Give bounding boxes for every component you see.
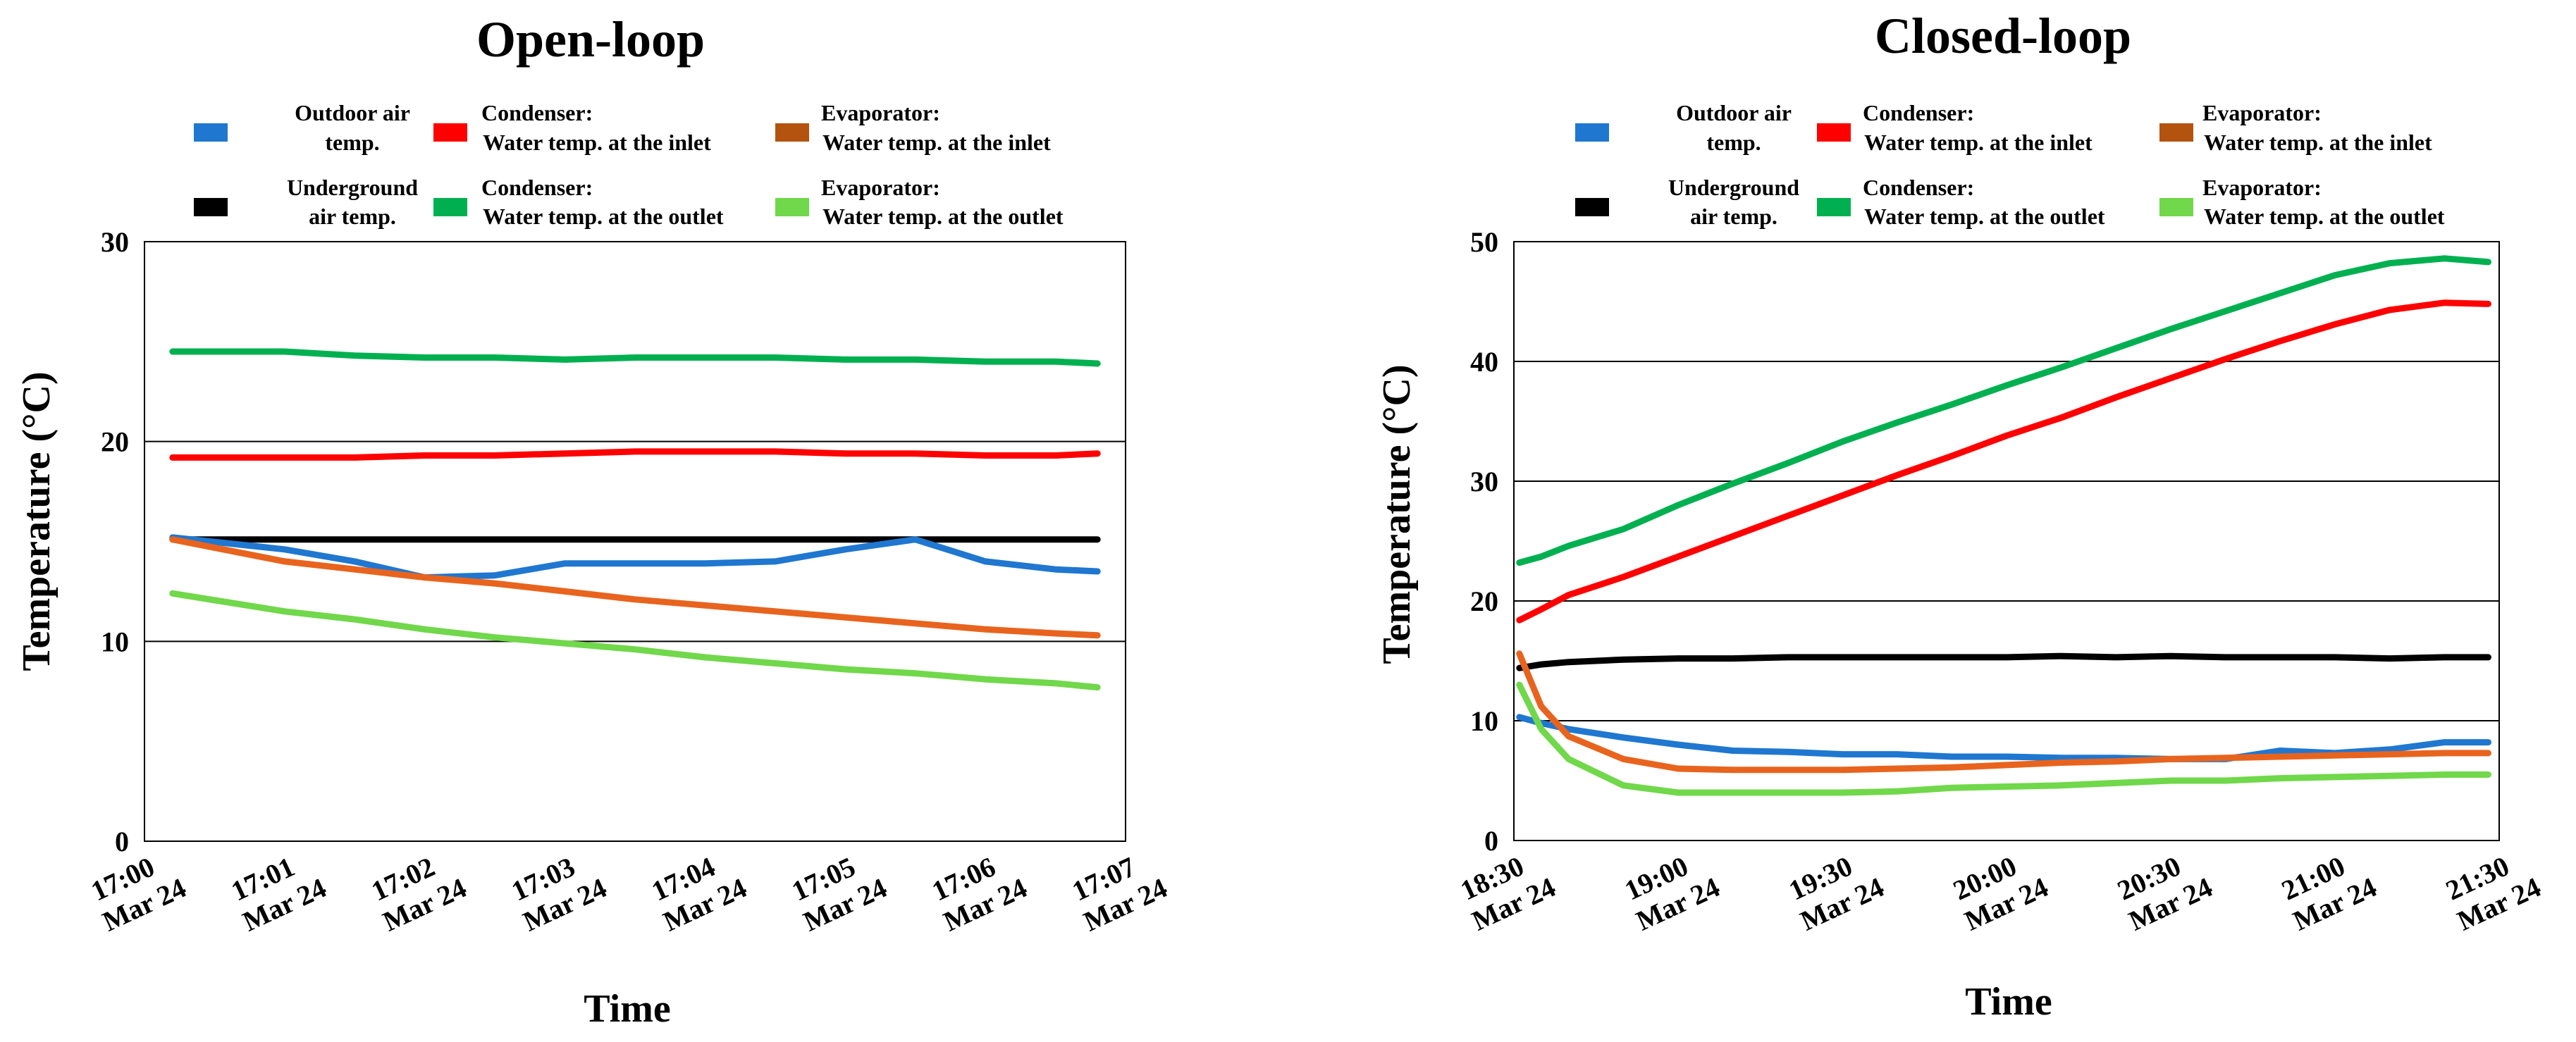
legend-item: Underground air temp. <box>194 175 418 229</box>
y-tick-label: 10 <box>1470 705 1498 737</box>
legend-swatch <box>433 123 467 142</box>
legend-label-line2: temp. <box>1706 130 1761 155</box>
legend-swatch <box>1817 198 1851 216</box>
legend-swatch <box>2159 198 2193 216</box>
legend-swatch <box>433 198 467 216</box>
legend-item: Condenser: Water temp. at the outlet <box>433 175 724 229</box>
legend-item: Evaporator: Water temp. at the inlet <box>775 100 1051 155</box>
series-line-evaporator-water-temp-at-the-outlet <box>169 590 1101 691</box>
legend-swatch <box>194 123 228 142</box>
series-line-condenser-water-temp-at-the-outlet <box>169 348 1101 367</box>
legend-swatch <box>2159 123 2193 142</box>
legend: Outdoor air temp. Condenser: Water temp. at… <box>1575 100 2445 229</box>
x-axis-title: Time <box>584 987 670 1031</box>
series-line-condenser-water-temp-at-the-inlet <box>1516 299 2491 624</box>
legend-label-line2: Water temp. at the outlet <box>483 204 724 229</box>
legend-item: Condenser: Water temp. at the outlet <box>1817 175 2105 229</box>
legend-label-line2: Water temp. at the inlet <box>1864 130 2093 155</box>
legend-label-line2: air temp. <box>1690 204 1777 229</box>
series-line-underground-air-temp <box>1516 652 2491 671</box>
y-tick-label: 20 <box>101 426 129 458</box>
y-tick-label: 50 <box>1470 226 1498 258</box>
legend-label-line1: Condenser: <box>1863 100 1974 125</box>
legend-label-line2: Water temp. at the inlet <box>483 130 711 155</box>
series-line-evaporator-water-temp-at-the-inlet <box>1516 650 2491 774</box>
legend-label-line2: Water temp. at the inlet <box>2204 130 2432 155</box>
series-line-condenser-water-temp-at-the-inlet <box>169 448 1101 461</box>
legend-label-line2: Water temp. at the outlet <box>2204 204 2445 229</box>
series-line-condenser-water-temp-at-the-outlet <box>1516 255 2491 566</box>
y-tick-label: 20 <box>1470 585 1498 617</box>
legend-swatch <box>1817 123 1851 142</box>
legend-label-line2: Water temp. at the inlet <box>822 130 1051 155</box>
y-tick-label: 0 <box>1484 825 1498 857</box>
series-line-evaporator-water-temp-at-the-outlet <box>1516 681 2491 796</box>
legend-item: Condenser: Water temp. at the inlet <box>1817 100 2093 155</box>
open-loop-panel: Open-loop Outdoor air temp. Condenser: Wate… <box>15 11 1172 1031</box>
legend-item: Outdoor air temp. <box>1575 100 1792 155</box>
legend-label-line1: Underground <box>1668 175 1799 200</box>
legend-swatch <box>775 198 809 216</box>
y-axis-title: Temperature (°C) <box>1375 364 1419 664</box>
legend-label-line1: Condenser: <box>1863 175 1974 200</box>
y-tick-label: 10 <box>101 626 129 657</box>
legend-item: Evaporator: Water temp. at the outlet <box>2159 175 2445 229</box>
y-tick-label: 30 <box>101 226 129 258</box>
y-axis-title: Temperature (°C) <box>15 371 58 671</box>
y-tick-label: 30 <box>1470 466 1498 497</box>
legend-label-line2: temp. <box>325 130 379 155</box>
series-line-outdoor-air-temp <box>169 534 1101 581</box>
y-tick-label: 40 <box>1470 346 1498 378</box>
legend-label-line1: Condenser: <box>481 100 593 125</box>
legend-item: Evaporator: Water temp. at the inlet <box>2159 100 2432 155</box>
legend-label-line2: air temp. <box>309 204 396 229</box>
legend-label-line1: Evaporator: <box>2202 175 2322 200</box>
legend-swatch <box>194 198 228 216</box>
legend-swatch <box>775 123 809 142</box>
legend-swatch <box>1575 198 1609 216</box>
chart-title: Closed-loop <box>1875 8 2131 64</box>
legend-label-line1: Evaporator: <box>821 100 940 125</box>
legend-label-line2: Water temp. at the outlet <box>822 204 1064 229</box>
legend-label-line1: Outdoor air <box>295 100 410 125</box>
legend-label-line1: Underground <box>287 175 418 200</box>
legend-label-line1: Evaporator: <box>2202 100 2322 125</box>
legend-item: Underground air temp. <box>1575 175 1799 229</box>
legend: Outdoor air temp. Condenser: Water temp. at… <box>194 100 1064 229</box>
legend-item: Evaporator: Water temp. at the outlet <box>775 175 1064 229</box>
legend-label-line1: Outdoor air <box>1676 100 1792 125</box>
series-line-evaporator-water-temp-at-the-inlet <box>169 536 1101 639</box>
x-axis-title: Time <box>1965 980 2052 1024</box>
legend-label-line1: Condenser: <box>481 175 593 200</box>
legend-label-line1: Evaporator: <box>821 175 940 200</box>
closed-loop-panel: Closed-loop Outdoor air temp. Condenser: Wa… <box>1375 8 2546 1024</box>
y-tick-label: 0 <box>115 826 129 857</box>
legend-item: Outdoor air temp. <box>194 100 410 155</box>
chart-title: Open-loop <box>476 11 705 68</box>
legend-swatch <box>1575 123 1609 142</box>
legend-label-line2: Water temp. at the outlet <box>1864 204 2105 229</box>
legend-item: Condenser: Water temp. at the inlet <box>433 100 711 155</box>
plot-frame <box>1513 241 2500 841</box>
